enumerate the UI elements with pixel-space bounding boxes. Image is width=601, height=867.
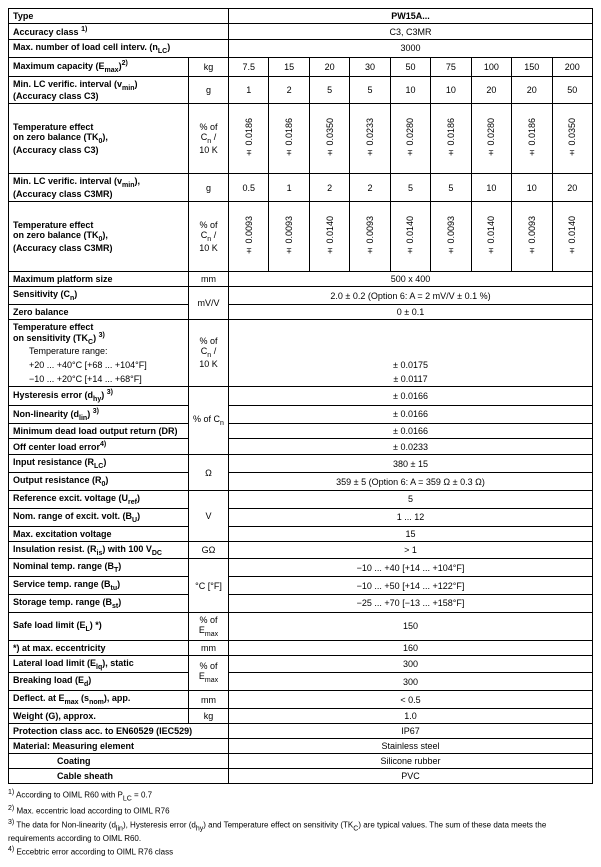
- row-tkc-r2: −10 ... +20°C [+14 ... +68°F] ± 0.0117: [9, 372, 593, 387]
- row-bt: Nominal temp. range (BT) °C [°F] −10 ...…: [9, 559, 593, 577]
- row-max-interv: Max. number of load cell interv. (nLC) 3…: [9, 40, 593, 58]
- type-label: Type: [9, 9, 229, 24]
- row-coating: Coating Silicone rubber: [9, 753, 593, 768]
- spec-table: Type PW15A... Accuracy class 1) C3, C3MR…: [8, 8, 593, 784]
- row-hyst: Hysteresis error (dhy) 3) % of Cn ± 0.01…: [9, 386, 593, 405]
- row-btu: Service temp. range (Btu) −10 ... +50 [+…: [9, 577, 593, 595]
- row-ris: Insulation resist. (Ris) with 100 VDC GΩ…: [9, 541, 593, 559]
- max-cap-label: Maximum capacity (Emax)2): [9, 57, 189, 76]
- row-bst: Storage temp. range (Bst) −25 ... +70 [−…: [9, 594, 593, 612]
- row-rlc: Input resistance (RLC) Ω 380 ± 15: [9, 455, 593, 473]
- row-nonlin: Non-linearity (dlin) 3) ± 0.0166: [9, 405, 593, 424]
- unit-kg: kg: [189, 57, 229, 76]
- row-platform: Maximum platform size mm 500 x 400: [9, 272, 593, 287]
- row-vmin-c3: Min. LC verific. interval (vmin) (Accura…: [9, 76, 593, 104]
- row-offcenter: Off center load error4) ± 0.0233: [9, 439, 593, 455]
- row-tk0-c3: Temperature effect on zero balance (TK0)…: [9, 104, 593, 174]
- row-tkc-head: Temperature effect on sensitivity (TKC) …: [9, 319, 593, 357]
- row-weight: Weight (G), approx. kg 1.0: [9, 708, 593, 723]
- row-zero-balance: Zero balance 0 ± 0.1: [9, 304, 593, 319]
- row-maxecc: *) at max. eccentricity mm 160: [9, 640, 593, 655]
- tk0-c3-unit: % ofCn /10 K: [189, 104, 229, 174]
- row-el: Safe load limit (EL) *) % ofEmax 150: [9, 612, 593, 640]
- vmin-c3-label: Min. LC verific. interval (vmin) (Accura…: [9, 76, 189, 104]
- row-type: Type PW15A...: [9, 9, 593, 24]
- row-ed: Breaking load (Ed) 300: [9, 673, 593, 691]
- row-cable: Cable sheath PVC: [9, 768, 593, 783]
- row-snom: Deflect. at Emax (snom), app. mm < 0.5: [9, 691, 593, 709]
- acc-class-value: C3, C3MR: [229, 24, 593, 40]
- row-tkc-r1: +20 ... +40°C [+68 ... +104°F] ± 0.0175: [9, 358, 593, 372]
- row-uref: Reference excit. voltage (Uref) V 5: [9, 490, 593, 508]
- row-prot: Protection class acc. to EN60529 (IEC529…: [9, 723, 593, 738]
- max-interv-value: 3000: [229, 40, 593, 58]
- row-elq: Lateral load limit (Elq), static % ofEma…: [9, 655, 593, 673]
- tk0-c3-label: Temperature effect on zero balance (TK0)…: [9, 104, 189, 174]
- row-material: Material: Measuring element Stainless st…: [9, 738, 593, 753]
- row-maxexc: Max. excitation voltage 15: [9, 526, 593, 541]
- footnotes: 1) According to OIML R60 with PLC = 0.7 …: [8, 788, 593, 858]
- row-tk0-c3mr: Temperature effect on zero balance (TK0)…: [9, 202, 593, 272]
- row-sensitivity: Sensitivity (Cn) mV/V 2.0 ± 0.2 (Option …: [9, 287, 593, 305]
- row-bu: Nom. range of excit. volt. (BU) 1 ... 12: [9, 508, 593, 526]
- type-value: PW15A...: [229, 9, 593, 24]
- row-max-cap: Maximum capacity (Emax)2) kg 7.5 15 20 3…: [9, 57, 593, 76]
- row-vmin-c3mr: Min. LC verific. interval (vmin), (Accur…: [9, 174, 593, 202]
- row-deadload: Minimum dead load output return (DR) ± 0…: [9, 424, 593, 439]
- row-acc-class: Accuracy class 1) C3, C3MR: [9, 24, 593, 40]
- row-r0: Output resistance (R0) 359 ± 5 (Option 6…: [9, 473, 593, 491]
- acc-class-label: Accuracy class 1): [9, 24, 229, 40]
- max-interv-label: Max. number of load cell interv. (nLC): [9, 40, 229, 58]
